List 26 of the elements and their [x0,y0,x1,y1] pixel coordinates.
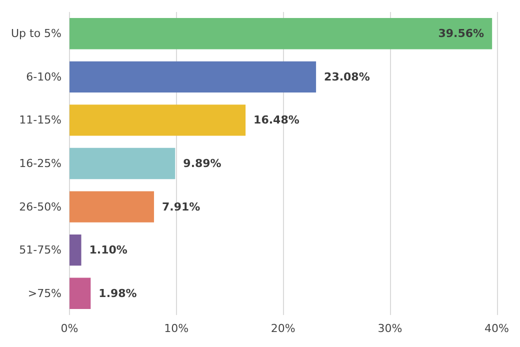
bar [70,234,82,266]
y-tick-label: >75% [28,286,62,300]
data-label: 1.10% [89,244,128,257]
y-tick-label: 26-50% [19,200,62,214]
bar [70,61,316,93]
data-label: 23.08% [324,70,370,84]
x-tick-label: 10% [164,322,189,335]
data-label: 7.91% [162,200,200,214]
data-label: 16.48% [254,114,300,127]
y-tick-label: 6-10% [26,70,62,84]
y-tick-label: Up to 5% [10,27,62,40]
bar [70,148,176,180]
x-tick-label: 0% [60,322,78,335]
bar [70,191,154,222]
y-tick-label: 51-75% [19,244,62,257]
y-tick-label: 16-25% [19,157,62,170]
x-tick-label: 40% [484,322,509,335]
x-tick-label: 20% [270,322,296,335]
bar [70,104,246,136]
x-tick-label: 30% [378,322,402,335]
bar [70,278,91,309]
y-tick-label: 11-15% [19,114,62,127]
data-label: 9.89% [183,157,222,170]
data-label: 1.98% [98,286,137,300]
data-label: 39.56% [438,27,484,40]
bar [70,18,492,50]
